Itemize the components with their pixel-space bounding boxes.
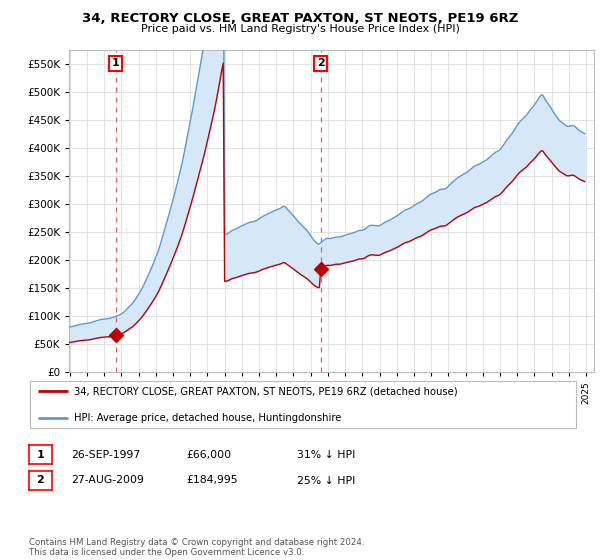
Text: 27-AUG-2009: 27-AUG-2009: [71, 475, 143, 486]
Text: 34, RECTORY CLOSE, GREAT PAXTON, ST NEOTS, PE19 6RZ (detached house): 34, RECTORY CLOSE, GREAT PAXTON, ST NEOT…: [74, 386, 457, 396]
Text: £66,000: £66,000: [186, 450, 231, 460]
Text: Price paid vs. HM Land Registry's House Price Index (HPI): Price paid vs. HM Land Registry's House …: [140, 24, 460, 34]
Text: 2: 2: [37, 475, 44, 486]
Text: 34, RECTORY CLOSE, GREAT PAXTON, ST NEOTS, PE19 6RZ: 34, RECTORY CLOSE, GREAT PAXTON, ST NEOT…: [82, 12, 518, 25]
Text: Contains HM Land Registry data © Crown copyright and database right 2024.
This d: Contains HM Land Registry data © Crown c…: [29, 538, 364, 557]
Text: 1: 1: [37, 450, 44, 460]
Text: HPI: Average price, detached house, Huntingdonshire: HPI: Average price, detached house, Hunt…: [74, 413, 341, 423]
Text: 31% ↓ HPI: 31% ↓ HPI: [297, 450, 355, 460]
Text: 2: 2: [317, 58, 325, 68]
Text: £184,995: £184,995: [186, 475, 238, 486]
Text: 26-SEP-1997: 26-SEP-1997: [71, 450, 140, 460]
Text: 25% ↓ HPI: 25% ↓ HPI: [297, 475, 355, 486]
Text: 1: 1: [112, 58, 119, 68]
